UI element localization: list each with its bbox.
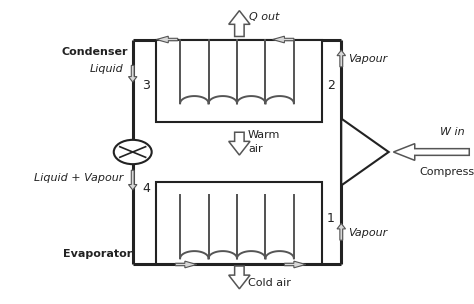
FancyArrow shape [393,144,469,161]
FancyArrow shape [337,50,346,67]
Text: Warm: Warm [248,130,280,140]
FancyArrow shape [128,65,137,82]
Polygon shape [341,119,389,185]
FancyArrow shape [175,261,197,268]
Text: 2: 2 [327,79,335,92]
Text: air: air [248,144,263,154]
FancyArrow shape [273,36,294,43]
Text: Vapour: Vapour [348,54,388,64]
Text: Liquid: Liquid [90,64,123,74]
Text: Compressor: Compressor [419,167,474,177]
Text: Condenser: Condenser [62,47,128,57]
FancyArrow shape [337,223,346,240]
Bar [156,40,322,122]
FancyArrow shape [128,170,137,190]
Text: Q out: Q out [249,12,279,22]
FancyArrow shape [284,261,306,268]
Text: W in: W in [440,127,465,137]
FancyArrow shape [228,266,250,289]
Text: 1: 1 [327,212,335,225]
Text: Liquid + Vapour: Liquid + Vapour [34,173,123,183]
Text: 4: 4 [142,182,150,195]
Text: Evaporator: Evaporator [63,249,132,259]
FancyArrow shape [228,11,250,36]
FancyArrow shape [228,132,250,155]
Text: 3: 3 [142,79,150,92]
Text: Vapour: Vapour [348,228,388,237]
Text: Cold air: Cold air [248,278,291,288]
Circle shape [114,140,152,164]
FancyArrow shape [156,36,178,43]
Bar [156,182,322,264]
